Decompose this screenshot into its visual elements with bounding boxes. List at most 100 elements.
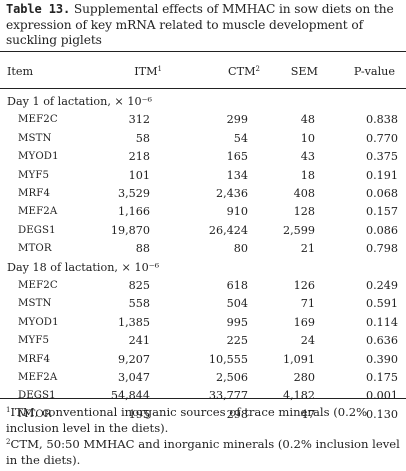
cell-p: 0.838 bbox=[365, 113, 398, 127]
cell-itm: 825 bbox=[128, 279, 150, 292]
cell-p: 0.636 bbox=[365, 334, 398, 348]
cell-sem: 10 bbox=[300, 131, 315, 145]
cell-sem: 71 bbox=[300, 297, 315, 311]
cell-itm: 3,529 bbox=[117, 187, 150, 200]
cell-ctm: 80 bbox=[233, 242, 248, 256]
cell-sem: 48 bbox=[300, 113, 315, 127]
table-header: Item ITM1 CTM2 SEM P-value bbox=[0, 63, 406, 81]
cell-p: 0.375 bbox=[365, 150, 398, 164]
cell-ctm: 54 bbox=[233, 131, 248, 145]
header-ctm: CTM2 bbox=[228, 65, 260, 78]
top-rule bbox=[0, 51, 406, 53]
cell-itm: 312 bbox=[128, 113, 150, 127]
cell-p: 0.191 bbox=[365, 168, 398, 182]
table-row: MYOD1 218 165 43 0.375 bbox=[0, 148, 406, 166]
cell-itm: 58 bbox=[135, 131, 150, 145]
header-itm: ITM1 bbox=[134, 65, 162, 78]
cell-ctm: 33,777 bbox=[208, 389, 248, 403]
cell-p: 0.114 bbox=[365, 315, 398, 329]
cell-sem: 169 bbox=[293, 315, 315, 329]
cell-itm: 195 bbox=[128, 407, 150, 421]
cell-ctm: 995 bbox=[226, 315, 248, 329]
table-row: MYOD1 1,385 995 169 0.114 bbox=[0, 314, 406, 332]
table-caption: Table 13. Supplemental effects of MMHAC … bbox=[6, 2, 402, 49]
cell-item: MEF2A bbox=[18, 372, 58, 383]
cell-p: 0.390 bbox=[365, 352, 398, 366]
header-p-value: P-value bbox=[353, 65, 395, 78]
cell-sem: 126 bbox=[293, 279, 315, 292]
cell-item: MTOR bbox=[18, 408, 52, 420]
cell-ctm: 225 bbox=[226, 334, 248, 348]
header-sem: SEM bbox=[290, 65, 318, 78]
cell-itm: 241 bbox=[128, 334, 150, 348]
cell-ctm: 2,436 bbox=[215, 187, 248, 200]
cell-p: 0.157 bbox=[365, 205, 398, 219]
cell-p: 0.068 bbox=[365, 187, 398, 200]
header-rule bbox=[0, 88, 406, 89]
cell-sem: 2,599 bbox=[282, 223, 315, 237]
cell-item: MSTN bbox=[18, 298, 52, 310]
footnote-1: 1ITM, conventional inorganic sources of … bbox=[6, 405, 368, 435]
cell-itm: 19,870 bbox=[110, 223, 150, 237]
table-row: MEF2A 1,166 910 128 0.157 bbox=[0, 203, 406, 221]
bottom-rule bbox=[0, 398, 406, 399]
cell-itm: 54,844 bbox=[110, 389, 150, 403]
table-row: MSTN 558 504 71 0.591 bbox=[0, 295, 406, 313]
table-row: MEF2C 825 618 126 0.249 bbox=[0, 277, 406, 295]
cell-sem: 24 bbox=[300, 334, 315, 348]
cell-item: DEGS1 bbox=[18, 224, 56, 236]
cell-item: MEF2C bbox=[18, 280, 58, 291]
cell-itm: 1,385 bbox=[117, 315, 150, 329]
cell-p: 0.798 bbox=[365, 242, 398, 256]
cell-ctm: 299 bbox=[226, 113, 248, 127]
cell-sem: 408 bbox=[293, 187, 315, 200]
cell-sem: 4,182 bbox=[282, 389, 315, 403]
cell-sem: 128 bbox=[293, 205, 315, 219]
cell-ctm: 504 bbox=[226, 297, 248, 311]
cell-ctm: 2,506 bbox=[215, 371, 248, 384]
cell-item: MYF5 bbox=[18, 169, 50, 181]
cell-ctm: 298 bbox=[226, 407, 248, 421]
cell-item: MYF5 bbox=[18, 335, 50, 347]
cell-item: MRF4 bbox=[18, 188, 51, 199]
cell-item: MYOD1 bbox=[18, 151, 59, 163]
cell-item: MTOR bbox=[18, 243, 52, 255]
cell-sem: 1,091 bbox=[282, 352, 315, 366]
cell-item: DEGS1 bbox=[18, 390, 56, 402]
cell-item: MEF2A bbox=[18, 206, 58, 218]
cell-sem: 280 bbox=[293, 371, 315, 384]
cell-item: MRF4 bbox=[18, 353, 51, 365]
table-row: MRF4 3,529 2,436 408 0.068 bbox=[0, 185, 406, 203]
cell-p: 0.001 bbox=[365, 389, 398, 403]
cell-p: 0.086 bbox=[365, 223, 398, 237]
cell-item: MYOD1 bbox=[18, 316, 59, 328]
footnote-2: 2CTM, 50:50 MMHAC and inorganic minerals… bbox=[6, 437, 400, 467]
section-heading: Day 18 of lactation, × 10⁻⁶ bbox=[7, 260, 160, 274]
header-item: Item bbox=[7, 65, 34, 78]
cell-itm: 3,047 bbox=[117, 371, 150, 384]
cell-itm: 218 bbox=[128, 150, 150, 164]
cell-itm: 558 bbox=[128, 297, 150, 311]
table-row: MTOR 195 298 47 0.130 bbox=[0, 406, 406, 424]
cell-itm: 101 bbox=[128, 168, 150, 182]
table-title: Supplemental effects of MMHAC in sow die… bbox=[6, 2, 394, 47]
cell-ctm: 26,424 bbox=[208, 223, 248, 237]
section-heading: Day 1 of lactation, × 10⁻⁶ bbox=[7, 95, 152, 108]
table-row: MTOR 88 80 21 0.798 bbox=[0, 240, 406, 258]
cell-ctm: 10,555 bbox=[208, 352, 248, 366]
table-row: MEF2C 312 299 48 0.838 bbox=[0, 111, 406, 129]
table-row: DEGS1 54,844 33,777 4,182 0.001 bbox=[0, 387, 406, 405]
cell-sem: 18 bbox=[300, 168, 315, 182]
cell-itm: 88 bbox=[135, 242, 150, 256]
table-row: MRF4 9,207 10,555 1,091 0.390 bbox=[0, 351, 406, 369]
cell-p: 0.249 bbox=[365, 279, 398, 292]
cell-p: 0.591 bbox=[365, 297, 398, 311]
cell-p: 0.130 bbox=[365, 407, 398, 421]
cell-ctm: 910 bbox=[226, 205, 248, 219]
cell-ctm: 134 bbox=[226, 168, 248, 182]
cell-p: 0.770 bbox=[365, 131, 398, 145]
cell-ctm: 618 bbox=[226, 279, 248, 292]
table-row: DEGS1 19,870 26,424 2,599 0.086 bbox=[0, 222, 406, 240]
cell-itm: 9,207 bbox=[117, 352, 150, 366]
